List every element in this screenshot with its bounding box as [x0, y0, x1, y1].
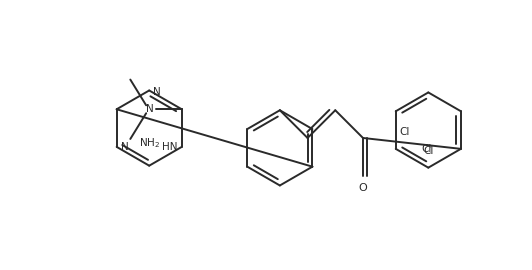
Text: N: N [146, 104, 154, 114]
Text: NH$_2$: NH$_2$ [139, 136, 160, 150]
Text: HN: HN [162, 142, 178, 152]
Text: Cl: Cl [423, 146, 434, 156]
Text: O: O [359, 184, 368, 194]
Text: N: N [153, 87, 161, 97]
Text: Cl: Cl [400, 127, 410, 137]
Text: Cl: Cl [421, 144, 431, 154]
Text: N: N [121, 142, 128, 152]
